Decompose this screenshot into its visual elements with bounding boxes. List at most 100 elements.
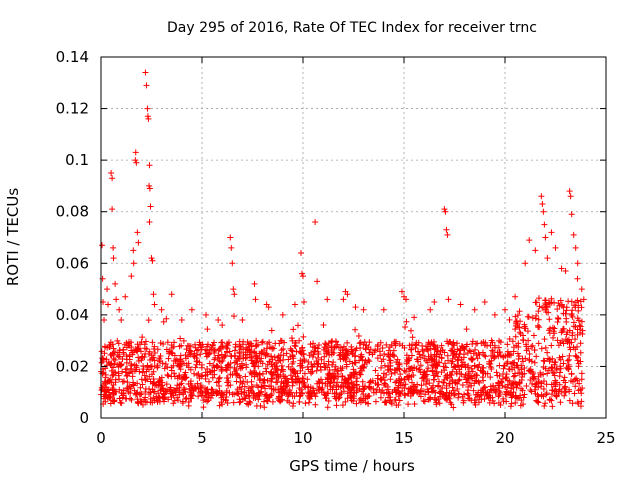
data-point	[127, 395, 134, 402]
data-point	[392, 379, 399, 386]
data-point	[142, 385, 149, 392]
data-point	[463, 379, 470, 386]
data-point	[359, 356, 366, 363]
data-point	[305, 383, 312, 390]
data-point	[552, 358, 559, 365]
data-point	[120, 392, 127, 399]
data-point	[551, 372, 558, 379]
data-point	[243, 361, 250, 368]
data-point	[238, 360, 245, 367]
data-point	[183, 346, 190, 353]
data-point	[360, 306, 367, 313]
data-point	[329, 344, 336, 351]
data-point	[392, 396, 399, 403]
data-point	[289, 402, 296, 409]
data-point	[178, 360, 185, 367]
data-point	[515, 394, 522, 401]
data-point	[326, 371, 333, 378]
data-point	[407, 385, 414, 392]
data-point	[104, 286, 111, 293]
data-point	[437, 390, 444, 397]
data-point	[405, 376, 412, 383]
data-point	[409, 379, 416, 386]
data-point	[110, 345, 117, 352]
data-point	[445, 296, 452, 303]
data-point	[149, 257, 156, 264]
data-point	[471, 372, 478, 379]
data-point	[454, 346, 461, 353]
data-point	[176, 381, 183, 388]
data-point	[126, 351, 133, 358]
data-point	[258, 348, 265, 355]
data-point	[541, 403, 548, 410]
data-point	[288, 347, 295, 354]
data-point	[242, 373, 249, 380]
data-point	[540, 357, 547, 364]
data-point	[507, 403, 514, 410]
data-point	[122, 366, 129, 373]
data-point	[183, 395, 190, 402]
data-point	[553, 388, 560, 395]
data-point	[537, 371, 544, 378]
data-point	[156, 378, 163, 385]
data-point	[123, 372, 130, 379]
data-point	[314, 380, 321, 387]
data-point	[236, 353, 243, 360]
data-point	[510, 359, 517, 366]
data-point	[568, 377, 575, 384]
data-point	[548, 397, 555, 404]
data-point	[325, 398, 332, 405]
data-point	[230, 286, 237, 293]
data-point	[309, 343, 316, 350]
data-point	[215, 317, 222, 324]
data-point	[245, 387, 252, 394]
data-point	[258, 339, 265, 346]
data-point	[164, 364, 171, 371]
data-point	[579, 331, 586, 338]
data-point	[296, 398, 303, 405]
data-point	[450, 387, 457, 394]
data-point	[454, 385, 461, 392]
data-point	[577, 349, 584, 356]
data-point	[446, 338, 453, 345]
data-point	[548, 342, 555, 349]
data-point	[403, 352, 410, 359]
data-point	[396, 397, 403, 404]
data-point	[300, 350, 307, 357]
data-point	[519, 371, 526, 378]
data-point	[225, 377, 232, 384]
data-point	[478, 340, 485, 347]
data-point	[134, 341, 141, 348]
data-point	[244, 346, 251, 353]
data-point	[222, 397, 229, 404]
data-point	[550, 328, 557, 335]
data-point	[556, 373, 563, 380]
data-point	[138, 357, 145, 364]
data-point	[302, 400, 309, 407]
data-point	[250, 390, 257, 397]
data-point	[227, 234, 234, 241]
data-point	[224, 345, 231, 352]
data-point	[185, 399, 192, 406]
data-point	[157, 387, 164, 394]
data-point	[519, 355, 526, 362]
data-point	[381, 350, 388, 357]
data-point	[402, 324, 409, 331]
data-point	[322, 340, 329, 347]
data-point	[496, 373, 503, 380]
data-point	[423, 357, 430, 364]
data-point	[120, 346, 127, 353]
data-point	[513, 380, 520, 387]
data-point	[434, 373, 441, 380]
data-point	[370, 389, 377, 396]
y-tick-label: 0.1	[65, 151, 89, 169]
data-point	[150, 291, 157, 298]
x-tick-label: 15	[394, 429, 413, 447]
data-point	[279, 311, 286, 318]
data-point	[482, 370, 489, 377]
data-point	[465, 375, 472, 382]
data-point	[445, 357, 452, 364]
data-point	[555, 316, 562, 323]
data-point	[570, 231, 577, 238]
